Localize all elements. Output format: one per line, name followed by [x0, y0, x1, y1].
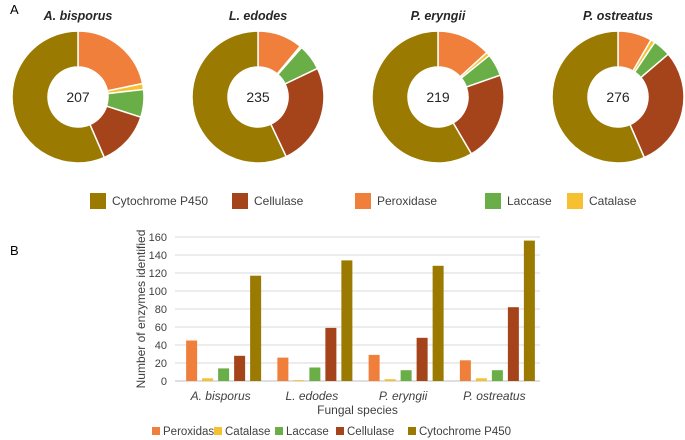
x-axis-title: Fungal species: [317, 403, 398, 417]
donut-center-total: 207: [66, 89, 90, 105]
x-tick-label: P. ostreatus: [463, 389, 525, 403]
y-axis-title: Number of enzymes identified: [134, 230, 148, 389]
x-tick-label: L. edodes: [286, 389, 339, 403]
legend-item: Laccase: [485, 193, 552, 209]
donut-title: L. edodes: [229, 9, 287, 23]
donut-slice-cytochrome-p450: [371, 30, 473, 164]
legend-label: Laccase: [286, 426, 329, 438]
legend-swatch: [408, 427, 416, 435]
bar-catalase: [293, 380, 305, 381]
bar-laccase: [218, 368, 230, 381]
y-tick-label: 20: [155, 358, 167, 370]
panel-a-label: A: [10, 2, 19, 17]
bar-laccase: [400, 370, 412, 381]
bar-catalase: [475, 378, 487, 381]
bar-catalase: [384, 379, 396, 381]
y-tick-label: 100: [149, 286, 167, 298]
donut-hole: [48, 67, 108, 127]
bar-peroxidase: [186, 340, 198, 381]
legend-label: Peroxidase: [377, 194, 438, 208]
donut-center-total: 276: [606, 89, 630, 105]
bar-cellulase: [325, 327, 337, 381]
bar-cytochrome-p450: [432, 265, 444, 381]
legend-label: Catalase: [225, 426, 270, 438]
legend-swatch: [214, 427, 222, 435]
donut-legend: Cytochrome P450 Cellulase Peroxidase Laccas…: [0, 193, 685, 215]
donut-slice-peroxidase: [77, 30, 144, 92]
y-tick-label: 60: [155, 322, 167, 334]
y-tick-label: 0: [161, 376, 167, 388]
legend-swatch: [152, 427, 160, 435]
legend-item: Cellulase: [232, 193, 303, 209]
bar-catalase: [202, 378, 214, 381]
bar-cellulase: [234, 355, 246, 381]
legend-swatch: [567, 193, 583, 209]
bar-cellulase: [416, 337, 428, 381]
donut-title: A. bisporus: [43, 9, 113, 23]
donut-slice-cytochrome-p450: [551, 30, 646, 164]
x-tick-label: P. eryngii: [379, 389, 428, 403]
donut-hole: [408, 67, 468, 127]
donut-slice-cytochrome-p450: [11, 30, 106, 164]
bar-laccase: [491, 370, 503, 381]
legend-swatch: [232, 193, 248, 209]
bar-cellulase: [507, 307, 519, 381]
y-tick-label: 120: [149, 268, 167, 280]
bar-peroxidase: [459, 360, 471, 381]
bar-cytochrome-p450: [523, 240, 535, 381]
bar-laccase: [309, 367, 321, 381]
donut-center-total: 219: [426, 89, 450, 105]
y-tick-label: 140: [149, 250, 167, 262]
bar-peroxidase: [368, 354, 380, 381]
legend-label: Cellulase: [254, 194, 304, 208]
y-tick-label: 80: [155, 304, 167, 316]
legend-label: Cytochrome P450: [419, 426, 511, 438]
legend-swatch: [336, 427, 344, 435]
donut-slice-cytochrome-p450: [191, 30, 288, 164]
donut-title: P. eryngii: [411, 9, 466, 23]
legend-swatch: [355, 193, 371, 209]
legend-swatch: [485, 193, 501, 209]
donut-title: P. ostreatus: [583, 9, 653, 23]
legend-swatch: [90, 193, 106, 209]
y-tick-label: 160: [149, 232, 167, 244]
legend-item: Catalase: [567, 193, 636, 209]
legend-swatch: [275, 427, 283, 435]
bar-peroxidase: [277, 357, 289, 381]
donut-hole: [228, 67, 288, 127]
donut-slice-cellulase: [269, 67, 325, 158]
legend-label: Peroxidase: [163, 426, 221, 438]
legend-label: Laccase: [507, 194, 552, 208]
legend-item: Peroxidase: [355, 193, 437, 209]
legend-item: Cytochrome P450: [90, 193, 208, 209]
panel-b-label: B: [10, 243, 19, 258]
bar-cytochrome-p450: [250, 275, 262, 381]
legend-label: Cellulase: [347, 426, 394, 438]
legend-label: Catalase: [589, 194, 637, 208]
y-tick-label: 40: [155, 340, 167, 352]
donut-center-total: 235: [246, 89, 270, 105]
legend-label: Cytochrome P450: [112, 194, 209, 208]
donut-slice-cellulase: [628, 53, 685, 159]
donut-hole: [588, 67, 648, 127]
x-tick-label: A. bisporus: [190, 389, 251, 403]
bar-cytochrome-p450: [341, 260, 353, 381]
